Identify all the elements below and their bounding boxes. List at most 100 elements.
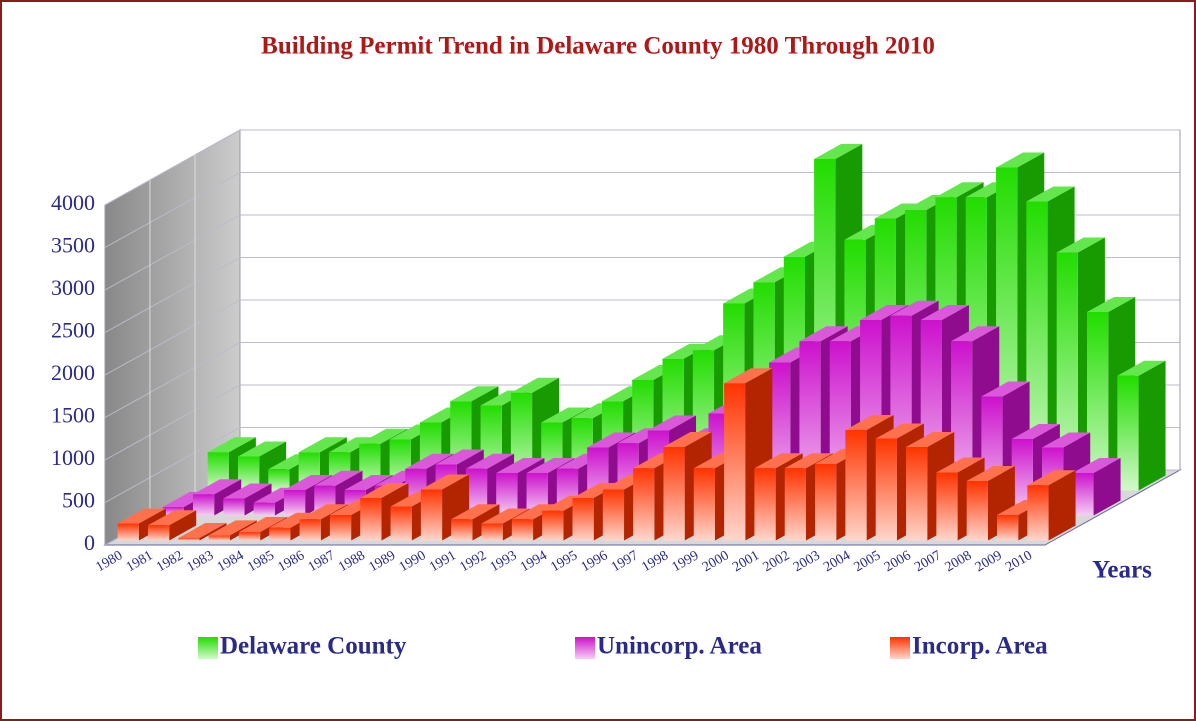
bar-front bbox=[1072, 473, 1094, 516]
bar-top bbox=[496, 458, 545, 473]
legend-label: Delaware County bbox=[220, 633, 407, 660]
bar-top bbox=[238, 517, 288, 532]
bar-front bbox=[178, 537, 200, 541]
bar-top bbox=[420, 474, 470, 490]
bar-front bbox=[906, 447, 928, 541]
bar-top bbox=[890, 300, 939, 316]
y-tick-label: 2500 bbox=[51, 318, 95, 343]
bar-top bbox=[223, 483, 272, 499]
bar-top bbox=[906, 432, 955, 447]
legend-label: Unincorp. Area bbox=[597, 633, 762, 660]
bar-top bbox=[298, 437, 347, 453]
bar-front bbox=[360, 498, 382, 541]
bar bbox=[192, 479, 242, 516]
chart-title: Building Permit Trend in Delaware County… bbox=[261, 33, 935, 60]
y-tick-label: 0 bbox=[84, 530, 95, 555]
bar bbox=[223, 483, 272, 516]
bar-top bbox=[117, 508, 166, 524]
bar-top bbox=[1026, 186, 1075, 202]
bar-front bbox=[465, 468, 488, 516]
bar-top bbox=[966, 466, 1015, 481]
bar-front bbox=[724, 383, 746, 541]
legend-swatch bbox=[198, 637, 218, 659]
bar-front bbox=[602, 489, 625, 541]
bar-front bbox=[1027, 485, 1049, 541]
bar-front bbox=[663, 447, 685, 541]
bar-side bbox=[244, 483, 272, 516]
bar-top bbox=[208, 520, 257, 536]
bar-top bbox=[314, 470, 363, 486]
legend-swatch bbox=[890, 637, 910, 659]
bar-top bbox=[237, 441, 287, 457]
bar bbox=[147, 510, 197, 541]
bar-front bbox=[481, 523, 503, 541]
bar-top bbox=[845, 415, 894, 430]
bar-top bbox=[360, 483, 409, 498]
legend-swatch bbox=[575, 637, 595, 659]
bar-top bbox=[1011, 424, 1060, 439]
bar-front bbox=[693, 468, 716, 541]
bar-top bbox=[435, 449, 484, 465]
bar-top bbox=[405, 453, 454, 469]
bar-front bbox=[997, 515, 1019, 541]
bar-side bbox=[199, 522, 227, 541]
bar-top bbox=[1117, 360, 1166, 376]
bar-top bbox=[663, 432, 712, 447]
bar-top bbox=[860, 305, 909, 320]
y-tick-label: 3000 bbox=[51, 275, 95, 300]
bar-front bbox=[633, 468, 655, 541]
bar-top bbox=[1042, 432, 1091, 448]
bar-front bbox=[269, 527, 291, 541]
bar-front bbox=[268, 469, 290, 491]
bar-front bbox=[1087, 312, 1109, 491]
bar-top bbox=[510, 377, 560, 393]
bar-side bbox=[1048, 470, 1076, 541]
bar-top bbox=[451, 504, 500, 520]
bar-top bbox=[359, 428, 408, 444]
grid-line bbox=[104, 129, 1180, 206]
bar-top bbox=[981, 381, 1030, 397]
bar-front bbox=[192, 494, 215, 516]
bar-front bbox=[784, 468, 806, 541]
bar-front bbox=[283, 490, 306, 516]
legend-label: Incorp. Area bbox=[912, 633, 1048, 660]
bar-front bbox=[815, 464, 837, 541]
bar-front bbox=[1117, 375, 1139, 491]
bar-top bbox=[192, 479, 242, 495]
bar-front bbox=[420, 489, 443, 541]
bar-front bbox=[511, 519, 534, 541]
bar-top bbox=[541, 407, 590, 423]
bar-top bbox=[344, 475, 393, 490]
bar-front bbox=[1056, 252, 1078, 491]
bar-top bbox=[481, 508, 530, 524]
bar-top bbox=[147, 510, 197, 526]
bar-top bbox=[754, 453, 803, 469]
bar-front bbox=[875, 438, 897, 541]
bar-front bbox=[936, 472, 958, 541]
y-tick-label: 1000 bbox=[51, 445, 95, 470]
bar-top bbox=[1056, 237, 1105, 253]
y-tick-label: 500 bbox=[62, 488, 95, 513]
bar-front bbox=[572, 498, 594, 541]
bar-top bbox=[450, 386, 499, 402]
y-tick-label: 4000 bbox=[51, 190, 95, 215]
bar-front bbox=[237, 456, 260, 491]
bar bbox=[178, 522, 227, 541]
bar-top bbox=[647, 415, 697, 431]
bar bbox=[1117, 360, 1166, 491]
bar-front bbox=[329, 515, 352, 541]
bar-front bbox=[542, 510, 564, 541]
bar-front bbox=[496, 473, 518, 516]
bar-top bbox=[784, 453, 833, 469]
bar-front bbox=[299, 519, 321, 541]
bar bbox=[1027, 470, 1076, 541]
bar-front bbox=[223, 498, 245, 516]
bar-top bbox=[465, 453, 515, 469]
bar-top bbox=[724, 368, 773, 384]
bar-top bbox=[207, 437, 256, 453]
bar-top bbox=[935, 182, 984, 198]
bar-front bbox=[208, 535, 230, 541]
bar-top bbox=[526, 458, 575, 473]
bar-top bbox=[299, 504, 348, 520]
